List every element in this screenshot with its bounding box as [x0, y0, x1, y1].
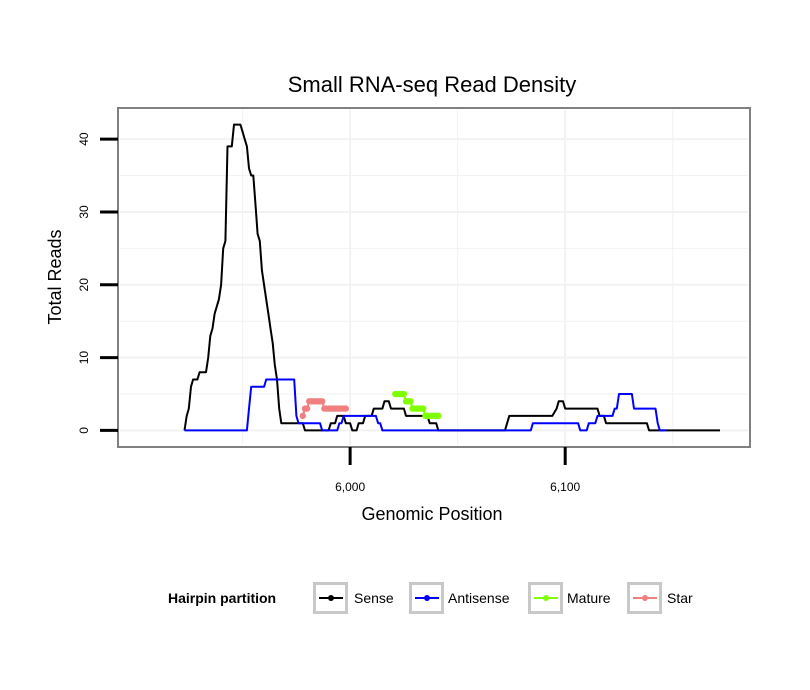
plot-grid — [120, 110, 748, 445]
series-lines — [183, 123, 720, 432]
legend-key-dot-mature — [543, 595, 549, 601]
legend-label-mature: Mature — [567, 590, 611, 606]
legend-label-sense: Sense — [354, 590, 394, 606]
plot-panel — [117, 107, 751, 448]
y-tick-label: 0 — [77, 427, 91, 434]
legend-key-dot-star — [642, 595, 648, 601]
series-line-antisense — [184, 378, 667, 432]
data-point-star — [303, 405, 311, 412]
chart-title: Small RNA-seq Read Density — [288, 72, 577, 97]
legend-label-star: Star — [667, 590, 693, 606]
y-tick-label: 40 — [77, 132, 91, 146]
legend: Hairpin partition Sense Antisense Mature St… — [168, 582, 693, 614]
legend-title: Hairpin partition — [168, 590, 276, 606]
data-point-star — [318, 398, 326, 405]
x-tick-label: 6,000 — [335, 480, 365, 494]
data-point-star — [299, 412, 307, 420]
y-tick-label: 30 — [77, 205, 91, 219]
y-tick-label: 10 — [77, 351, 91, 365]
series-markers — [299, 390, 442, 420]
data-point-mature — [400, 390, 408, 398]
data-point-star — [342, 405, 350, 412]
series-line-mature — [395, 393, 439, 417]
x-tick-label: 6,100 — [550, 480, 580, 494]
x-axis-title: Genomic Position — [361, 504, 502, 524]
legend-key-dot-antisense — [424, 595, 430, 601]
series-line-sense — [183, 123, 720, 432]
y-tick-label: 20 — [77, 278, 91, 292]
data-point-mature — [420, 405, 427, 412]
legend-key-dot-sense — [328, 595, 334, 601]
data-point-mature — [435, 412, 442, 420]
data-point-mature — [407, 398, 414, 405]
legend-label-antisense: Antisense — [448, 590, 510, 606]
y-axis-title: Total Reads — [45, 229, 65, 324]
axes: 0 10 20 30 40 6,000 6,100 — [77, 132, 581, 494]
